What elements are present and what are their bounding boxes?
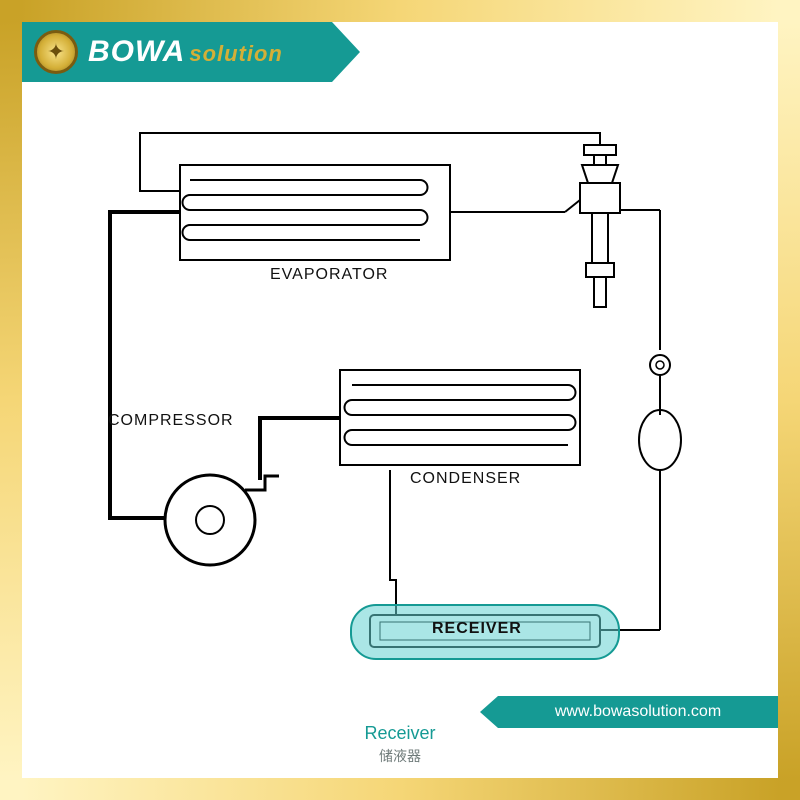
logo-banner: BOWAsolution xyxy=(22,22,332,82)
caption: Receiver 储液器 xyxy=(0,723,800,766)
refrigeration-diagram: EVAPORATOR COMPRESSOR CONDENSER RECEIVER xyxy=(60,110,740,670)
logo-icon xyxy=(34,30,78,74)
caption-zh: 储液器 xyxy=(0,746,800,766)
logo-text: BOWAsolution xyxy=(88,35,283,69)
label-condenser: CONDENSER xyxy=(410,470,521,488)
logo-sub: solution xyxy=(189,41,283,66)
url-text: www.bowasolution.com xyxy=(555,703,721,721)
label-evaporator: EVAPORATOR xyxy=(270,266,388,284)
diagram-svg xyxy=(60,110,740,670)
label-receiver: RECEIVER xyxy=(432,620,522,638)
logo-brand: BOWA xyxy=(88,35,185,68)
caption-en: Receiver xyxy=(364,723,435,743)
label-compressor: COMPRESSOR xyxy=(108,412,234,430)
